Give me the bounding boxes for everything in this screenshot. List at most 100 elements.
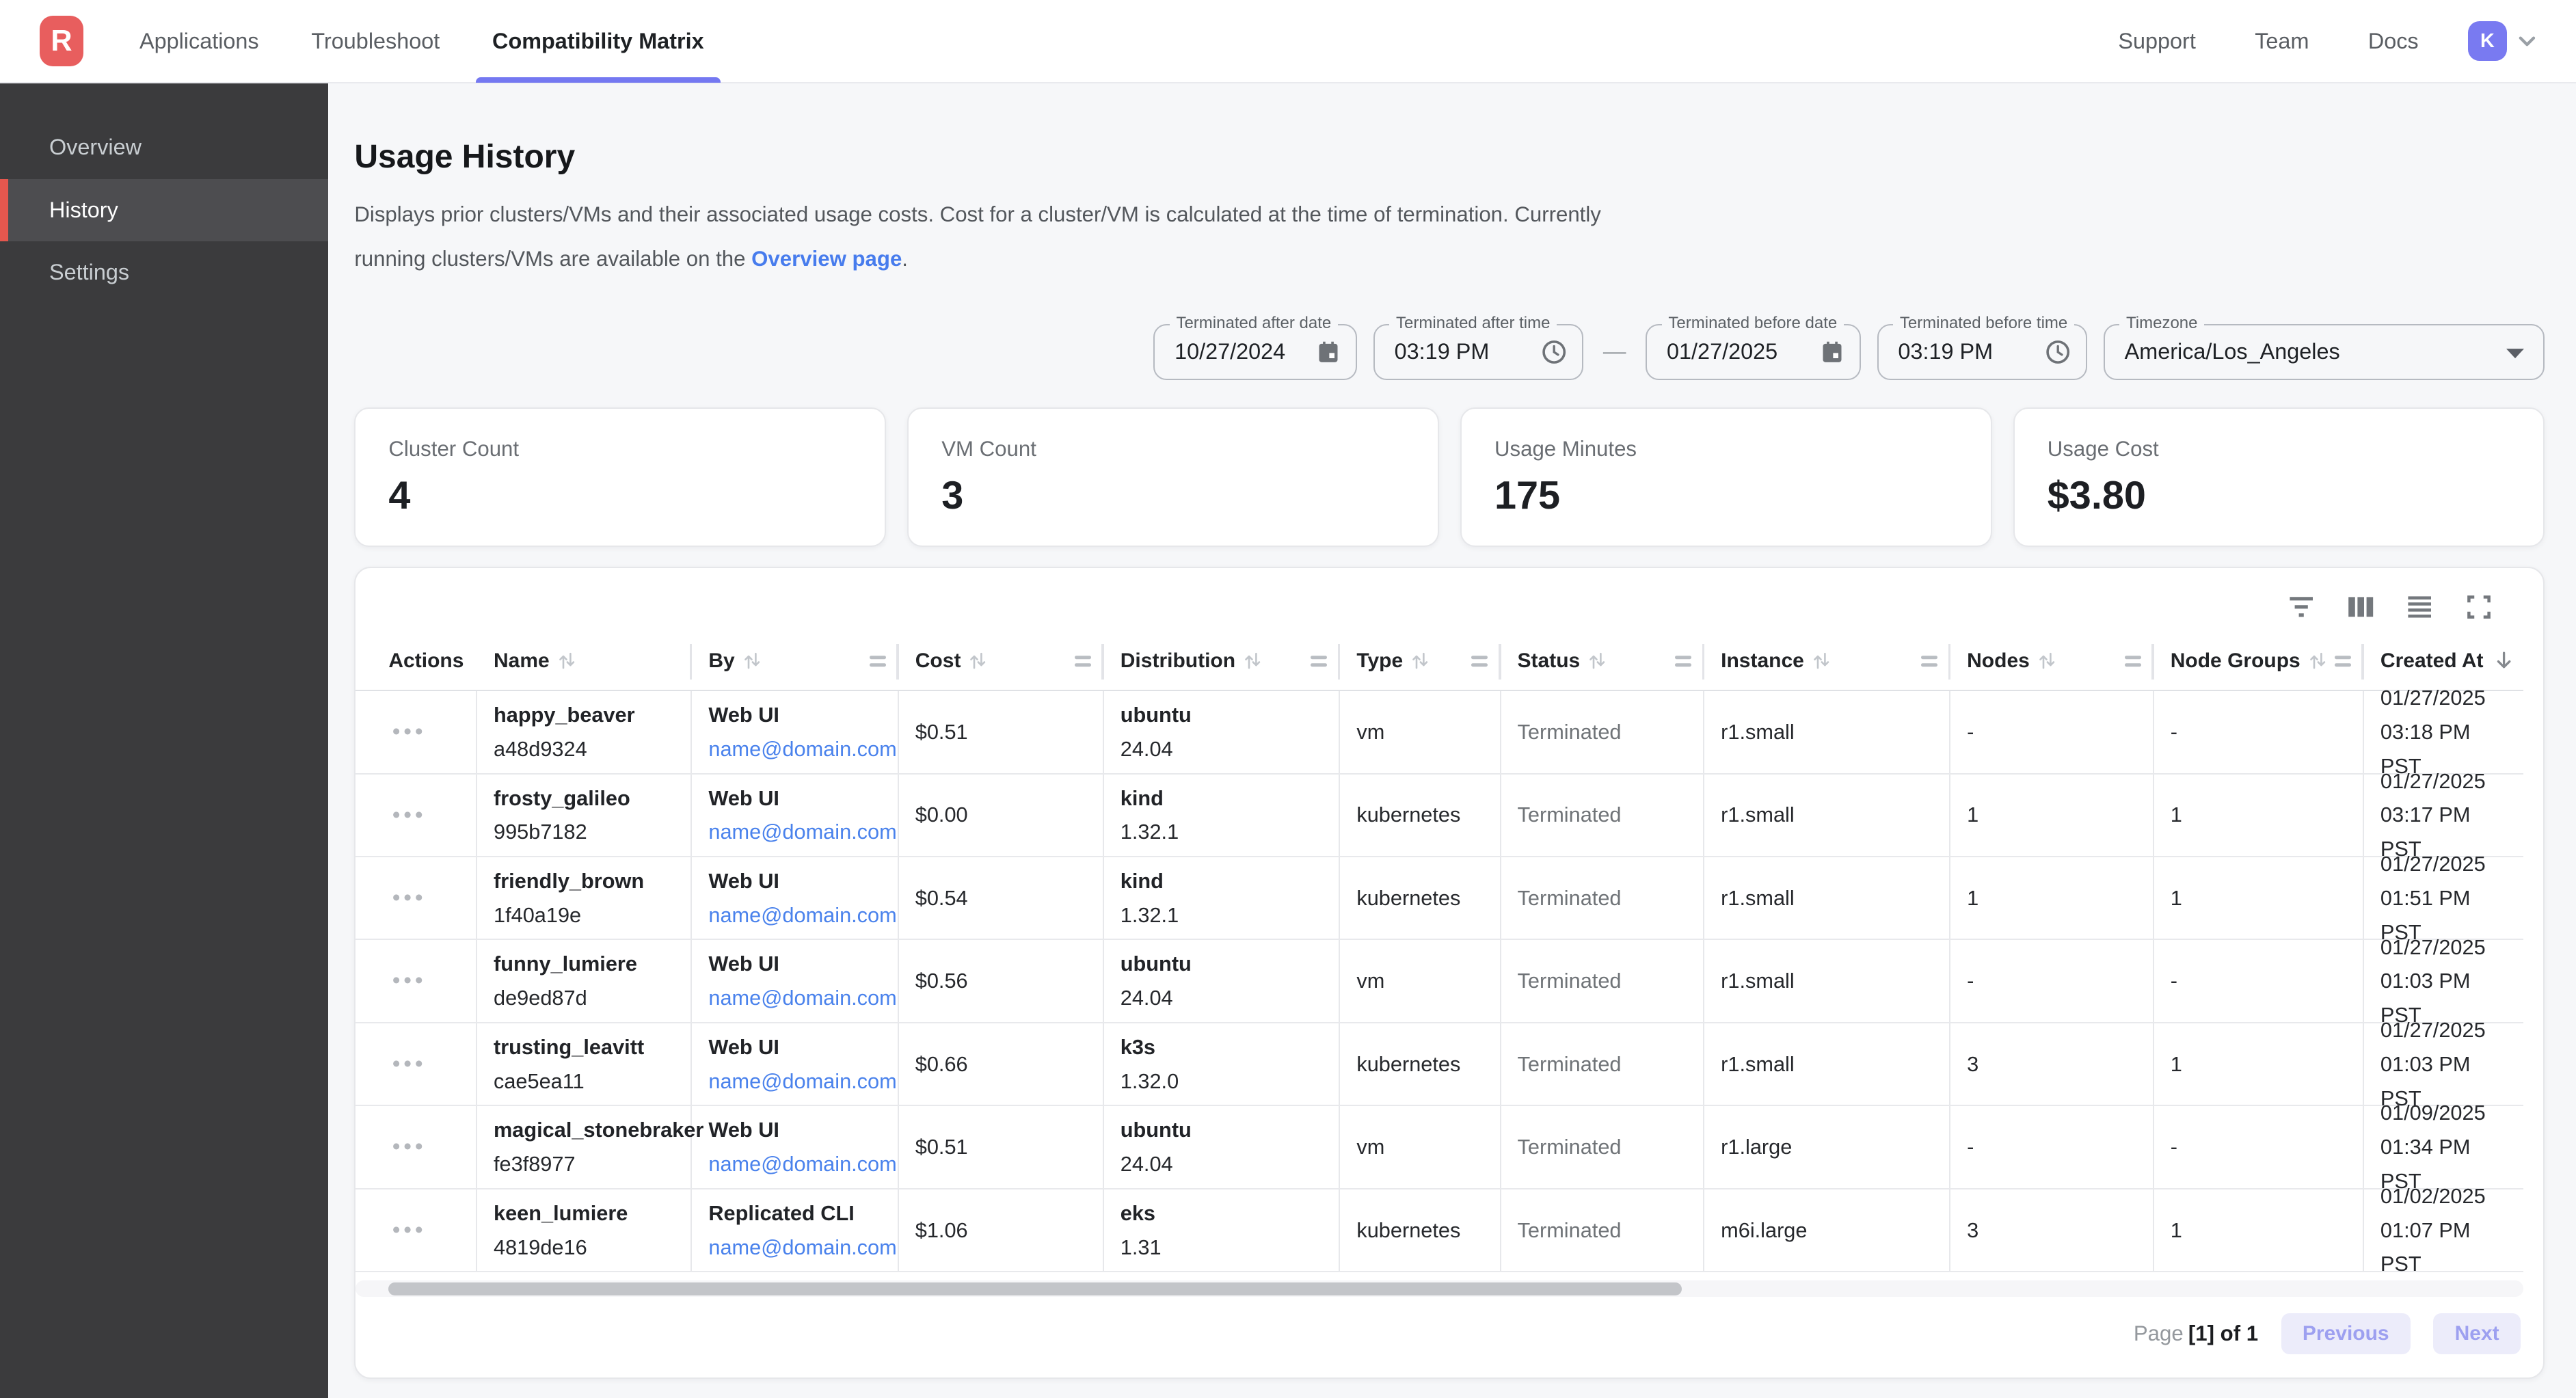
view-headline-icon[interactable] [2406,593,2434,621]
more-horiz-icon[interactable]: ••• [392,887,427,910]
more-horiz-icon[interactable]: ••• [392,1219,427,1242]
column-header-type[interactable]: Type [1340,632,1501,690]
created-by-email-link[interactable]: name@domain.com [708,1147,884,1181]
more-horiz-icon[interactable]: ••• [392,721,427,744]
column-menu-icon[interactable] [1311,656,1327,667]
column-header-nodes[interactable]: Nodes [1950,632,2154,690]
sidebar-item-overview[interactable]: Overview [0,116,328,178]
view-column-icon[interactable] [2346,593,2374,621]
timezone-select[interactable]: Timezone America/Los_Angeles [2104,324,2545,380]
nav-link-team[interactable]: Team [2255,29,2309,54]
clock-icon[interactable] [1541,339,1567,365]
column-menu-icon[interactable] [870,656,886,667]
column-header-distribution[interactable]: Distribution [1104,632,1341,690]
cluster-name: friendly_brown [494,864,677,898]
column-header-instance[interactable]: Instance [1704,632,1950,690]
terminated-after-time-field[interactable]: Terminated after time [1373,324,1583,380]
created-by-email-link[interactable]: name@domain.com [708,732,884,766]
terminated-after-date-field[interactable]: Terminated after date [1153,324,1357,380]
type-cell: kubernetes [1340,857,1501,939]
nodes-cell: 3 [1950,1189,2154,1271]
column-header-actions: Actions [355,632,477,690]
terminated-before-date-field[interactable]: Terminated before date [1646,324,1860,380]
cost-cell: $0.66 [899,1023,1104,1105]
column-label: Nodes [1967,649,2030,673]
nav-link-docs[interactable]: Docs [2368,29,2419,54]
by-cell: Replicated CLIname@domain.com [692,1189,898,1271]
more-horiz-icon[interactable]: ••• [392,804,427,827]
nav-item-label: Applications [139,29,259,54]
column-header-created-at[interactable]: Created At [2364,632,2523,690]
cluster-id: 4819de16 [494,1231,677,1265]
calendar-icon[interactable] [1316,340,1341,364]
column-menu-icon[interactable] [2125,656,2141,667]
column-menu-icon[interactable] [1471,656,1488,667]
previous-page-button[interactable]: Previous [2281,1313,2411,1354]
fullscreen-icon[interactable] [2465,593,2493,621]
created-at-cell: 01/09/202501:34 PM PST [2364,1106,2523,1187]
created-by-email-link[interactable]: name@domain.com [708,981,884,1015]
avatar[interactable]: K [2468,21,2508,61]
more-horiz-icon[interactable]: ••• [392,1135,427,1159]
nav-item-applications[interactable]: Applications [113,0,285,83]
more-horiz-icon[interactable]: ••• [392,969,427,993]
next-page-button[interactable]: Next [2433,1313,2520,1354]
created-date: 01/27/2025 [2380,764,2510,798]
created-by-email-link[interactable]: name@domain.com [708,1064,884,1099]
sidebar-item-history[interactable]: History [0,179,328,241]
nodes-value: - [1967,1130,2139,1164]
sort-icon [1588,650,1606,671]
cost-value: $0.00 [915,798,1090,832]
calendar-icon[interactable] [1820,340,1844,364]
column-label: Node Groups [2171,649,2300,673]
column-menu-icon[interactable] [1921,656,1937,667]
node-groups-value: 1 [2171,1213,2350,1248]
created-by-email-link[interactable]: name@domain.com [708,898,884,932]
table-toolbar [355,568,2543,632]
column-header-name[interactable]: Name [477,632,692,690]
instance-value: r1.small [1721,798,1936,832]
created-by-email-link[interactable]: name@domain.com [708,1231,884,1265]
nav-link-support[interactable]: Support [2118,29,2195,54]
filter-list-icon[interactable] [2287,593,2316,621]
column-header-node-groups[interactable]: Node Groups [2154,632,2364,690]
cluster-name: frosty_galileo [494,781,677,816]
created-date: 01/09/2025 [2380,1096,2510,1130]
clock-icon[interactable] [2045,339,2071,365]
nav-item-compatibility-matrix[interactable]: Compatibility Matrix [466,0,730,83]
column-header-by[interactable]: By [692,632,898,690]
column-menu-icon[interactable] [1675,656,1691,667]
description-text: . [902,247,908,271]
horizontal-scrollbar-track[interactable] [355,1280,2523,1297]
status-value: Terminated [1518,1047,1690,1081]
instance-cell: r1.small [1704,857,1950,939]
sidebar-item-settings[interactable]: Settings [0,241,328,304]
field-label: Timezone [2119,314,2204,333]
distribution-cell: eks1.31 [1104,1189,1341,1271]
field-label: Terminated before date [1662,314,1844,333]
terminated-before-time-field[interactable]: Terminated before time [1877,324,2087,380]
created-at-cell: 01/02/202501:07 PM PST [2364,1189,2523,1271]
created-at-cell: 01/27/202503:18 PM PST [2364,691,2523,772]
account-menu[interactable]: K [2468,21,2537,61]
page-description: Displays prior clusters/VMs and their as… [354,192,1654,282]
stat-value: 3 [941,473,1405,518]
column-header-status[interactable]: Status [1501,632,1705,690]
replicated-logo[interactable]: R [40,16,84,66]
column-header-cost[interactable]: Cost [899,632,1104,690]
horizontal-scrollbar-thumb[interactable] [388,1282,1681,1295]
more-horiz-icon[interactable]: ••• [392,1053,427,1076]
created-by-email-link[interactable]: name@domain.com [708,815,884,849]
column-menu-icon[interactable] [1075,656,1091,667]
name-cell: funny_lumierede9ed87d [477,940,692,1021]
nav-item-troubleshoot[interactable]: Troubleshoot [285,0,466,83]
name-cell: keen_lumiere4819de16 [477,1189,692,1271]
stat-card-cluster-count: Cluster Count 4 [354,407,886,547]
overview-page-link[interactable]: Overview page [751,247,902,271]
column-menu-icon[interactable] [2335,656,2351,667]
nodes-cell: - [1950,691,2154,772]
status-value: Terminated [1518,1130,1690,1164]
description-text: Displays prior clusters/VMs and their as… [354,202,1600,271]
created-by-source: Replicated CLI [708,1196,884,1231]
created-at-cell: 01/27/202503:17 PM PST [2364,775,2523,856]
